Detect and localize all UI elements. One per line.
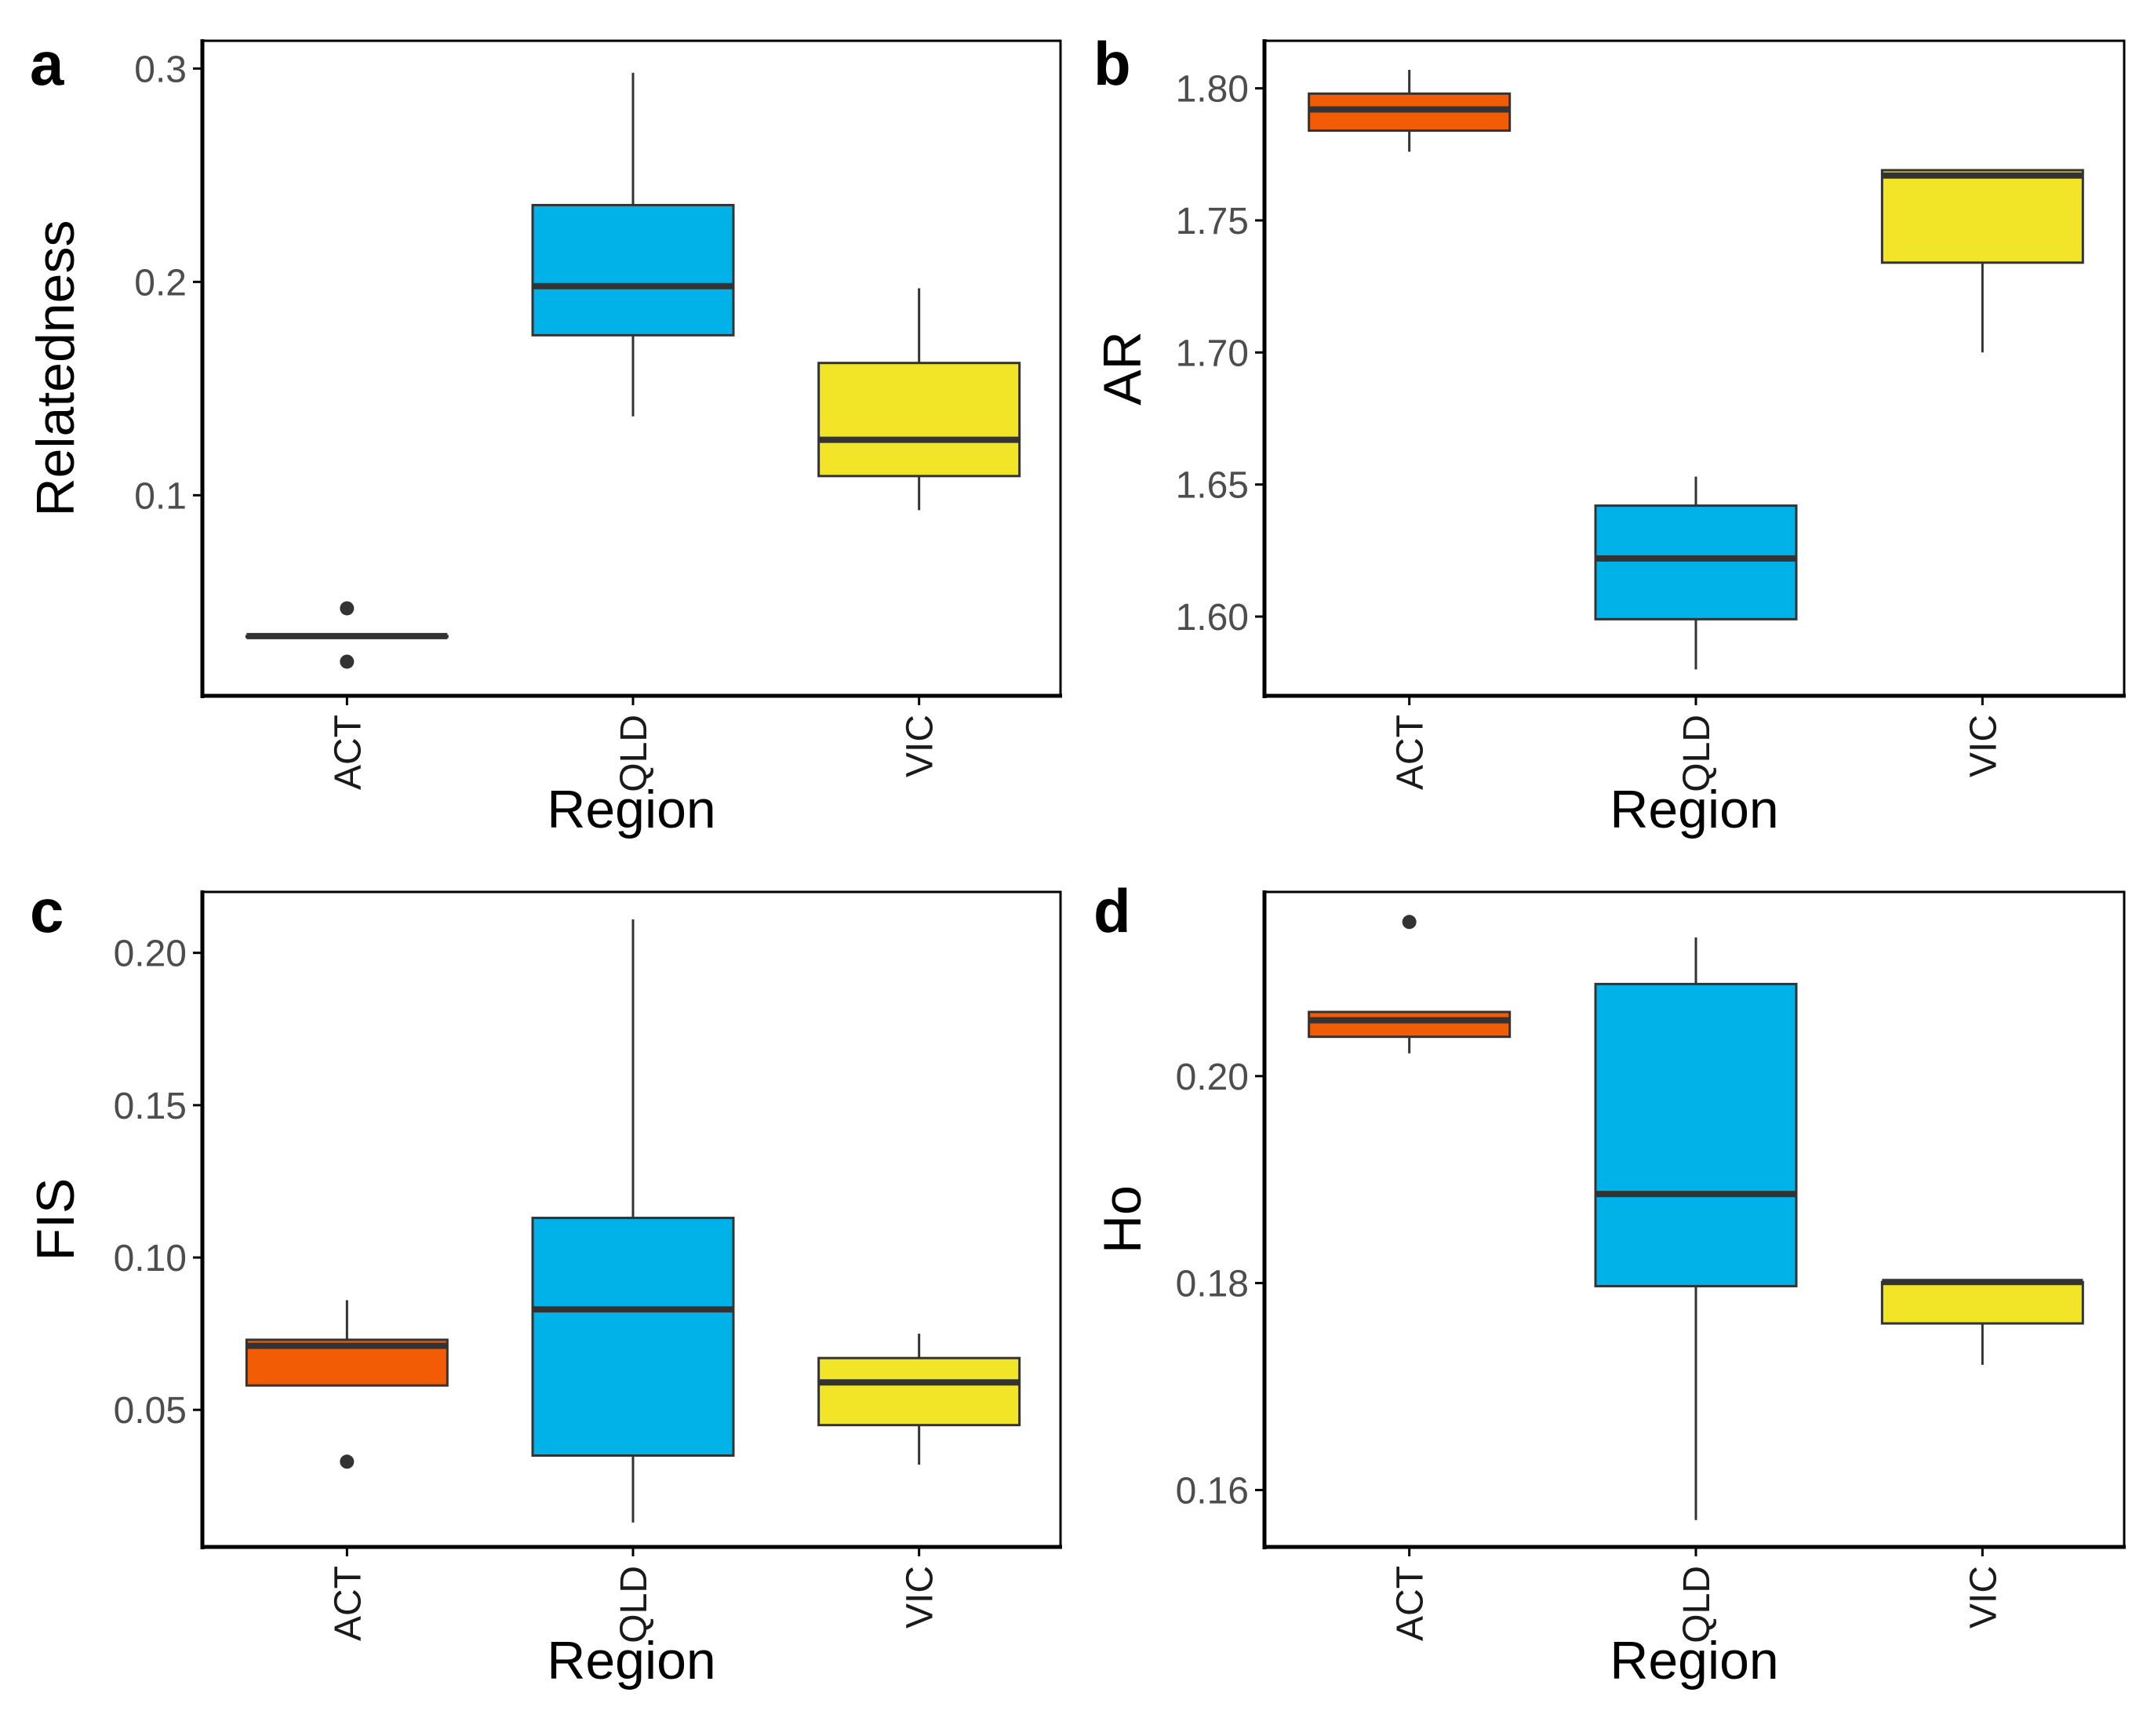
y-axis-title: FIS [26,1178,86,1261]
box-body [1308,1010,1512,1039]
panel-c: c 0.05 0.10 0.15 0.20 FIS ACT QLD VIC Region [26,876,1062,1691]
box-body [531,1217,735,1457]
x-tick-label: QLD [613,1566,655,1643]
box-body [1880,169,2084,264]
x-axis-title: Region [1610,1631,1779,1691]
x-axis-title: Region [547,1631,716,1691]
x-tick-label: QLD [613,715,655,792]
y-tick-label: 0.18 [1176,1264,1249,1305]
y-axis-title: Ho [1093,1185,1152,1254]
box-qld [531,919,735,1523]
box-body [531,203,735,337]
box-qld [1594,476,1798,670]
x-tick-label: QLD [1676,1566,1718,1643]
x-axis-title: Region [1610,780,1779,839]
y-tick-label: 0.1 [134,475,187,517]
y-tick-label: 1.80 [1176,69,1249,111]
x-tick-label: VIC [900,1566,941,1629]
outlier-point [340,1454,355,1469]
x-tick-label: ACT [327,715,369,790]
x-tick-label: VIC [900,715,941,777]
box-qld [1594,937,1798,1520]
x-tick-label: VIC [1963,715,2004,777]
y-tick-label: 0.10 [114,1238,187,1279]
box-body [1594,504,1798,621]
x-tick-label: VIC [1963,1566,2004,1629]
outlier-point [340,654,355,669]
y-tick-label: 0.20 [1176,1057,1249,1098]
x-tick-label: QLD [1676,715,1718,792]
box-qld [531,72,735,417]
y-tick-label: 0.15 [114,1086,187,1127]
x-tick-label: ACT [1390,1566,1432,1641]
box-body [1594,982,1798,1288]
x-axis-title: Region [547,780,716,839]
box-vic [1880,169,2084,353]
outlier-point [340,601,355,616]
panel-letter: b [1093,29,1131,98]
y-tick-label: 0.20 [114,934,187,975]
panel-b: b 1.60 1.65 1.70 1.75 1.80 AR ACT QLD VIC Region [1093,29,2126,839]
box-act [1308,70,1512,152]
y-tick-label: 1.60 [1176,597,1249,639]
box-act [245,1300,449,1469]
panel-d: d 0.16 0.18 0.20 Ho ACT QLD VIC Region [1093,876,2126,1691]
panel-letter: a [30,29,64,98]
y-axis-title: Relatedness [26,220,86,516]
x-tick-label: ACT [1390,715,1432,790]
box-act [1308,915,1512,1054]
box-body [817,362,1021,478]
outlier-point [1402,915,1417,930]
box-vic [817,1334,1021,1465]
y-tick-label: 0.2 [134,262,187,304]
y-tick-label: 1.65 [1176,465,1249,507]
y-tick-label: 1.75 [1176,201,1249,242]
y-tick-label: 0.16 [1176,1470,1249,1512]
box-vic [817,288,1021,511]
panel-letter: c [30,876,64,945]
y-tick-label: 0.05 [114,1390,187,1432]
panels-group: a 0.1 0.2 0.3 Relatedness ACT QLD VIC Region b 1.6… [26,29,2126,1691]
panel-a: a 0.1 0.2 0.3 Relatedness ACT QLD VIC Region [26,29,1062,839]
x-tick-label: ACT [327,1566,369,1641]
y-tick-label: 0.3 [134,49,187,90]
panel-letter: d [1093,876,1131,945]
y-tick-label: 1.70 [1176,333,1249,374]
box-body [817,1356,1021,1427]
box-body [1880,1280,2084,1325]
box-vic [1880,1279,2084,1365]
box-act [245,601,449,669]
y-axis-title: AR [1093,331,1152,405]
